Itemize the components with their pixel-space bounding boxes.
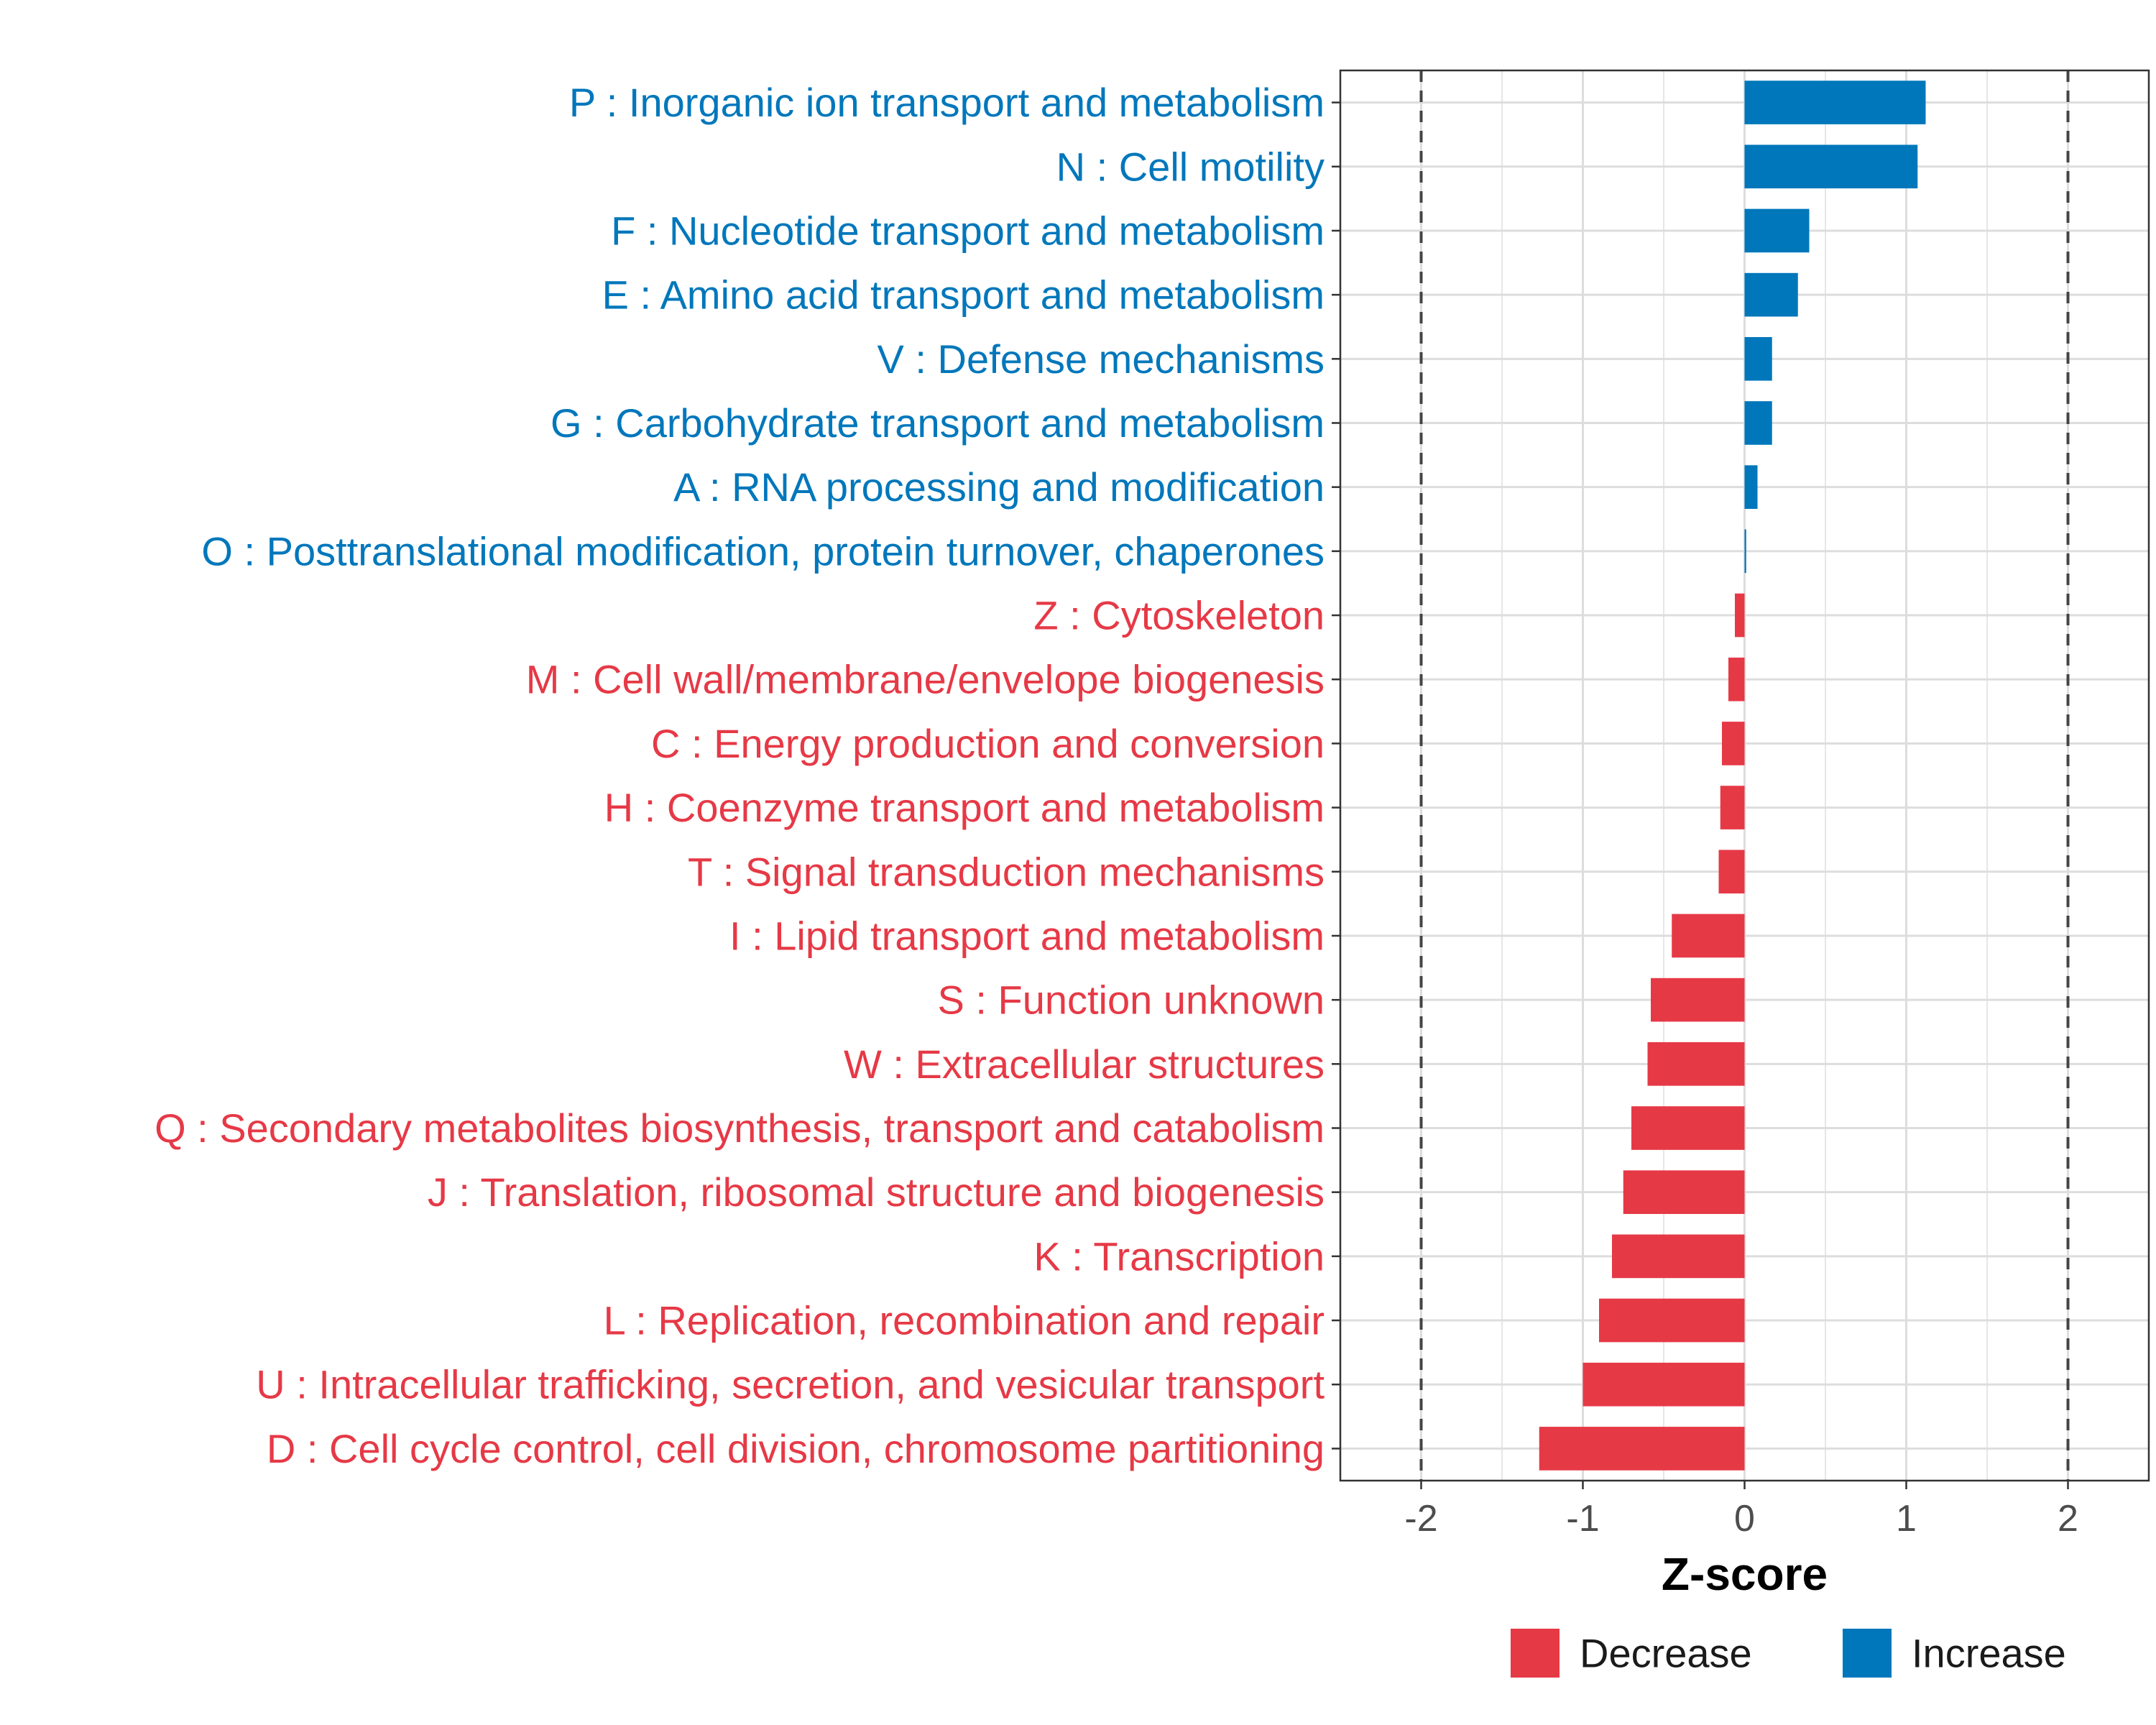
bar xyxy=(1599,1298,1745,1343)
bar xyxy=(1744,208,1810,253)
category-label: O : Posttranslational modification, prot… xyxy=(201,528,1325,574)
bar xyxy=(1651,978,1745,1022)
category-label: S : Function unknown xyxy=(937,978,1325,1023)
x-axis: -2 -1 0 1 2 xyxy=(1404,1481,2078,1540)
bar xyxy=(1623,1170,1745,1215)
bar xyxy=(1718,850,1745,894)
bar xyxy=(1744,465,1758,510)
legend: Decrease Increase xyxy=(1511,1629,2066,1678)
bars-layer xyxy=(1539,80,1926,1471)
x-tick-label: -2 xyxy=(1404,1498,1437,1540)
bar xyxy=(1539,1427,1745,1471)
y-axis-labels: P : Inorganic ion transport and metaboli… xyxy=(155,80,1325,1471)
category-label: G : Carbohydrate transport and metabolis… xyxy=(550,400,1325,446)
bar xyxy=(1744,272,1798,317)
x-tick-label: -1 xyxy=(1566,1498,1599,1540)
y-axis-ticks xyxy=(1332,101,1340,1450)
category-label: E : Amino acid transport and metabolism xyxy=(602,272,1325,318)
legend-label-decrease: Decrease xyxy=(1580,1631,1752,1676)
category-label: U : Intracellular trafficking, secretion… xyxy=(256,1362,1325,1407)
bar xyxy=(1735,593,1745,638)
category-label: K : Transcription xyxy=(1033,1233,1325,1279)
category-label: V : Defense mechanisms xyxy=(877,336,1325,382)
legend-swatch-increase xyxy=(1843,1629,1892,1678)
bar xyxy=(1583,1362,1745,1407)
category-label: T : Signal transduction mechanisms xyxy=(688,849,1325,894)
bar xyxy=(1631,1106,1745,1150)
bar xyxy=(1744,144,1918,189)
x-tick-label: 1 xyxy=(1896,1498,1917,1540)
bar xyxy=(1647,1041,1745,1086)
bar xyxy=(1744,401,1772,445)
category-label: D : Cell cycle control, cell division, c… xyxy=(267,1426,1325,1471)
category-label: M : Cell wall/membrane/envelope biogenes… xyxy=(526,657,1325,702)
category-label: C : Energy production and conversion xyxy=(651,721,1325,766)
category-label: A : RNA processing and modification xyxy=(673,464,1325,510)
bar xyxy=(1744,529,1746,574)
legend-label-increase: Increase xyxy=(1912,1631,2066,1676)
category-label: I : Lipid transport and metabolism xyxy=(729,913,1325,958)
bar xyxy=(1722,722,1745,765)
category-label: L : Replication, recombination and repai… xyxy=(604,1298,1325,1343)
category-label: Z : Cytoskeleton xyxy=(1033,593,1325,638)
category-label: J : Translation, ribosomal structure and… xyxy=(428,1169,1325,1215)
bar xyxy=(1720,786,1745,829)
category-label: F : Nucleotide transport and metabolism xyxy=(611,208,1325,253)
x-tick-label: 2 xyxy=(2058,1498,2078,1540)
category-label: H : Coenzyme transport and metabolism xyxy=(604,785,1325,830)
bar xyxy=(1728,657,1745,702)
category-label: N : Cell motility xyxy=(1056,144,1325,189)
bar xyxy=(1612,1234,1745,1279)
bar xyxy=(1672,914,1745,958)
category-label: W : Extracellular structures xyxy=(844,1041,1325,1087)
legend-swatch-decrease xyxy=(1511,1629,1560,1678)
reference-lines xyxy=(1419,70,2070,1481)
x-tick-label: 0 xyxy=(1734,1498,1755,1540)
bar xyxy=(1744,336,1772,381)
category-label: P : Inorganic ion transport and metaboli… xyxy=(569,80,1325,125)
bar xyxy=(1744,80,1926,124)
category-label: Q : Secondary metabolites biosynthesis, … xyxy=(155,1105,1325,1151)
x-axis-title: Z-score xyxy=(1662,1548,1828,1600)
